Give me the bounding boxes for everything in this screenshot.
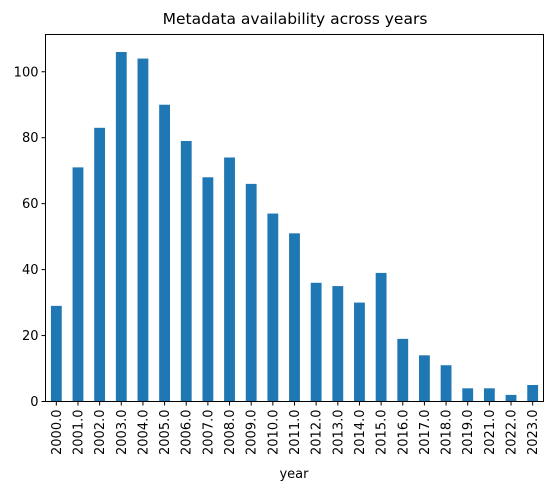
- bar-2015.0: [375, 272, 387, 402]
- bar-2007.0: [202, 177, 214, 402]
- x-axis: 2000.0 2001.0 2002.0 2003.0 2004.0 2005.0 2006…: [50, 401, 541, 456]
- bar-2010.0: [267, 213, 279, 402]
- x-tick-label: 2007.0: [201, 410, 216, 456]
- x-tick-label: 2001.0: [71, 410, 86, 456]
- x-tick-label: 2004.0: [136, 410, 151, 456]
- bar-2003.0: [115, 51, 127, 402]
- bar-2014.0: [354, 302, 365, 402]
- x-axis-label: year: [279, 467, 309, 482]
- bar-2012.0: [310, 282, 322, 402]
- bar-2017.0: [419, 355, 430, 402]
- bar-2006.0: [180, 141, 192, 402]
- x-tick-label: 2012.0: [310, 410, 325, 456]
- plot-frame: [45, 34, 544, 402]
- x-tick-label: 2011.0: [288, 410, 303, 456]
- bar-2021.0: [483, 388, 495, 402]
- bar-2009.0: [245, 183, 257, 402]
- y-tick-label: 20: [22, 329, 39, 344]
- x-tick-label: 2017.0: [418, 410, 433, 456]
- x-tick-label: 2010.0: [266, 410, 281, 456]
- x-tick-label: 2008.0: [223, 410, 238, 456]
- bar-2013.0: [332, 286, 344, 402]
- chart-title: Metadata availability across years: [163, 10, 428, 28]
- bar-2018.0: [440, 365, 452, 402]
- x-tick-label: 2003.0: [115, 410, 130, 456]
- x-tick-label: 2013.0: [331, 410, 346, 456]
- bar-2005.0: [159, 104, 170, 402]
- bar-2022.0: [505, 394, 517, 402]
- bars-group: [50, 51, 539, 402]
- y-tick-label: 40: [22, 263, 39, 278]
- x-tick-label: 2021.0: [483, 410, 498, 456]
- y-tick-label: 80: [22, 131, 39, 146]
- x-tick-label: 2002.0: [93, 410, 108, 456]
- y-tick-label: 100: [14, 65, 39, 80]
- y-tick-label: 60: [22, 197, 39, 212]
- bar-2001.0: [72, 167, 84, 402]
- bar-2011.0: [289, 233, 300, 402]
- x-tick-label: 2009.0: [245, 410, 260, 456]
- bar-2023.0: [527, 385, 539, 402]
- y-tick-label: 0: [30, 395, 38, 410]
- x-tick-label: 2014.0: [353, 410, 368, 456]
- y-axis: 0 20 40 60 80 100: [14, 65, 46, 410]
- x-tick-label: 2000.0: [50, 410, 65, 456]
- x-tick-label: 2006.0: [180, 410, 195, 456]
- x-tick-label: 2015.0: [375, 410, 390, 456]
- x-tick-label: 2022.0: [505, 410, 520, 456]
- bar-2002.0: [94, 127, 106, 402]
- x-tick-label: 2018.0: [440, 410, 455, 456]
- x-tick-label: 2019.0: [461, 410, 476, 456]
- x-tick-label: 2023.0: [526, 410, 541, 456]
- bar-2016.0: [397, 338, 409, 402]
- x-tick-label: 2016.0: [396, 410, 411, 456]
- bar-2000.0: [50, 305, 62, 402]
- bar-2019.0: [462, 388, 474, 402]
- bar-2008.0: [224, 157, 235, 402]
- bar-2004.0: [137, 58, 149, 402]
- x-tick-label: 2005.0: [158, 410, 173, 456]
